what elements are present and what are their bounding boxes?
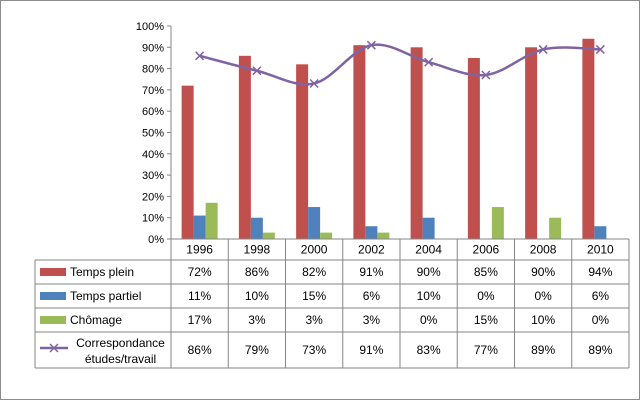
y-tick-label: 30%: [142, 170, 164, 182]
data-value-label: 0%: [592, 313, 610, 327]
data-value-label: 3%: [363, 313, 381, 327]
category-label: 2004: [415, 243, 442, 257]
bar-ch-mage: [549, 217, 562, 239]
y-tick-label: 40%: [142, 149, 164, 161]
bar-temps-plein: [353, 45, 366, 239]
line-point-marker: [252, 66, 262, 76]
data-value-label: 10%: [531, 313, 555, 327]
line-point-marker: [595, 44, 605, 54]
data-value-label: 0%: [420, 313, 438, 327]
legend-label: Chômage: [70, 313, 122, 327]
bar-temps-plein: [296, 64, 309, 239]
legend-label: Temps plein: [70, 265, 134, 279]
bar-temps-plein: [238, 55, 251, 239]
line-point-marker: [195, 51, 205, 61]
bar-ch-mage: [377, 232, 390, 239]
bar-temps-partiel: [193, 215, 206, 239]
data-value-label: 89%: [588, 343, 612, 357]
data-value-label: 10%: [245, 289, 269, 303]
data-value-label: 86%: [188, 343, 212, 357]
bar-temps-partiel: [365, 226, 378, 239]
data-value-label: 6%: [592, 289, 610, 303]
y-tick-label: 50%: [142, 128, 164, 140]
bar-temps-plein: [467, 57, 480, 240]
legend-key: [40, 292, 66, 300]
data-value-label: 79%: [245, 343, 269, 357]
bar-ch-mage: [205, 202, 218, 239]
bar-temps-plein: [582, 38, 595, 239]
bar-temps-plein: [410, 47, 423, 239]
bar-temps-plein: [525, 47, 538, 239]
data-value-label: 3%: [248, 313, 266, 327]
category-label: 1998: [244, 243, 271, 257]
y-tick-label: 100%: [136, 21, 164, 33]
data-value-label: 10%: [417, 289, 441, 303]
legend-label: Correspondance: [76, 336, 165, 350]
y-tick-label: 20%: [142, 191, 164, 203]
y-tick-label: 10%: [142, 213, 164, 225]
bar-temps-plein: [181, 85, 194, 239]
data-value-label: 17%: [188, 313, 212, 327]
data-value-label: 90%: [417, 265, 441, 279]
data-value-label: 94%: [588, 265, 612, 279]
legend-label: études/travail: [85, 352, 156, 366]
y-tick-label: 0%: [148, 234, 164, 246]
legend-key-marker: [49, 343, 59, 353]
bar-ch-mage: [262, 232, 275, 239]
data-value-label: 6%: [363, 289, 381, 303]
category-label: 2008: [530, 243, 557, 257]
data-value-label: 0%: [477, 289, 495, 303]
data-value-label: 83%: [417, 343, 441, 357]
y-tick-label: 60%: [142, 106, 164, 118]
data-value-label: 72%: [188, 265, 212, 279]
legend-key: [40, 268, 66, 276]
y-tick-label: 90%: [142, 42, 164, 54]
correspondance-line: [199, 43, 601, 86]
category-label: 2006: [473, 243, 500, 257]
category-label: 2000: [301, 243, 328, 257]
category-label: 1996: [186, 243, 213, 257]
data-value-label: 89%: [531, 343, 555, 357]
data-value-label: 3%: [305, 313, 323, 327]
data-value-label: 11%: [188, 289, 211, 303]
bar-temps-partiel: [594, 226, 607, 239]
bar-ch-mage: [491, 207, 504, 239]
category-label: 2010: [587, 243, 614, 257]
data-value-label: 15%: [302, 289, 326, 303]
legend-key: [40, 316, 66, 324]
data-value-label: 91%: [359, 343, 383, 357]
data-value-label: 85%: [474, 265, 498, 279]
line-point-marker: [538, 44, 548, 54]
line-point-marker: [481, 70, 491, 80]
data-value-label: 90%: [531, 265, 555, 279]
bar-temps-partiel: [422, 217, 435, 239]
bar-temps-partiel: [308, 207, 321, 239]
y-tick-label: 70%: [142, 85, 164, 97]
y-tick-label: 80%: [142, 64, 164, 76]
bar-temps-partiel: [250, 217, 263, 239]
data-value-label: 86%: [245, 265, 269, 279]
data-value-label: 0%: [534, 289, 552, 303]
line-point-marker: [424, 57, 434, 67]
bar-ch-mage: [320, 232, 333, 239]
data-value-label: 77%: [474, 343, 498, 357]
data-value-label: 82%: [302, 265, 326, 279]
line-point-marker: [309, 78, 319, 89]
data-value-label: 15%: [474, 313, 498, 327]
line-point-marker: [366, 40, 376, 50]
legend-label: Temps partiel: [70, 289, 141, 303]
data-value-label: 91%: [359, 265, 383, 279]
data-value-label: 73%: [302, 343, 326, 357]
category-label: 2002: [358, 243, 385, 257]
